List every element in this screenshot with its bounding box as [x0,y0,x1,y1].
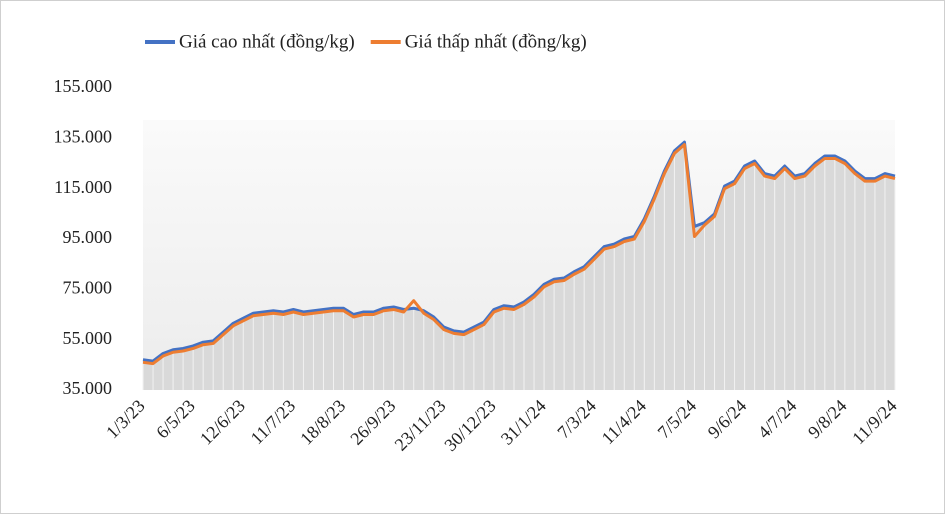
y-tick-label: 155.000 [54,76,113,96]
y-tick-label: 135.000 [54,126,113,146]
series-line [142,140,896,363]
y-tick-label: 75.000 [63,277,113,297]
series-line [142,143,896,366]
y-tick-label: 35.000 [63,378,113,398]
y-tick-label: 55.000 [63,328,113,348]
y-tick-label: 95.000 [63,227,113,247]
y-tick-label: 115.000 [54,177,112,197]
legend-label: Giá cao nhất (đồng/kg) [179,31,355,52]
legend-label: Giá thấp nhất (đồng/kg) [405,31,587,52]
area [143,142,895,390]
